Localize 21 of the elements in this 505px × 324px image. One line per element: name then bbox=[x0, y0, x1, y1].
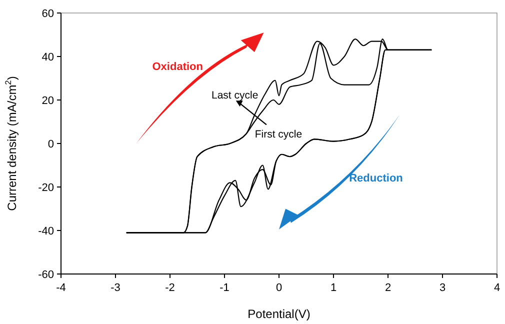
y-tick-label: 60 bbox=[42, 8, 54, 20]
y-tick-label: -60 bbox=[38, 269, 54, 281]
y-tick-label: -40 bbox=[38, 226, 54, 238]
y-tick-label: 40 bbox=[42, 52, 54, 64]
x-tick-label: -2 bbox=[165, 282, 175, 294]
x-tick-label: 4 bbox=[494, 282, 500, 294]
annotation: First cycle bbox=[254, 128, 302, 141]
y-tick-label: -20 bbox=[38, 182, 54, 194]
annotation: Oxidation bbox=[152, 61, 204, 74]
annotation: Last cycle bbox=[212, 90, 258, 102]
x-axis-title: Potential(V) bbox=[248, 307, 310, 321]
x-tick-label: 3 bbox=[439, 282, 446, 294]
x-tick-label: -4 bbox=[56, 282, 66, 294]
x-tick-label: -1 bbox=[220, 282, 230, 294]
y-tick-label: 20 bbox=[42, 95, 54, 107]
y-tick-label: 0 bbox=[48, 138, 54, 150]
x-tick-label: 2 bbox=[384, 282, 392, 294]
x-tick-label: -3 bbox=[110, 282, 120, 294]
annotation: Reduction bbox=[349, 172, 404, 185]
x-tick-label: 0 bbox=[276, 282, 282, 294]
x-tick-label: 1 bbox=[330, 282, 337, 294]
